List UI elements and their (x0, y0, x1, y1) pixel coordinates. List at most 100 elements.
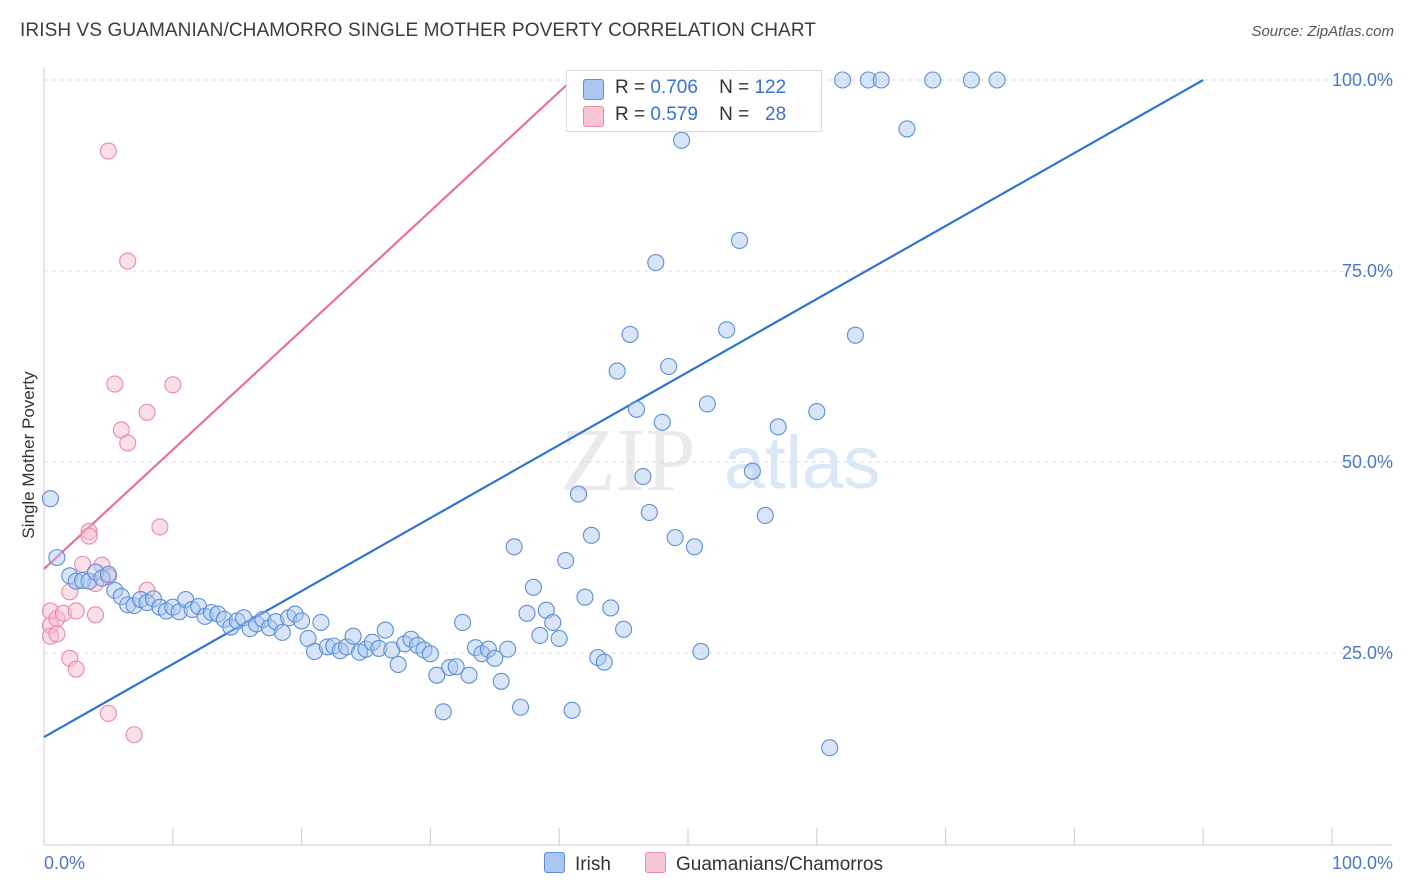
irish-point (640, 503, 658, 521)
irish-point (376, 621, 394, 639)
irish-point (119, 596, 137, 614)
irish-point (557, 552, 575, 570)
guam-point (125, 726, 143, 744)
guam-point (119, 434, 137, 452)
guam-point (164, 376, 182, 394)
irish-point (846, 326, 864, 344)
irish-point (222, 618, 240, 636)
irish-point (305, 642, 324, 661)
irish-point (685, 538, 703, 556)
source-credit: Source: ZipAtlas.com (1251, 23, 1394, 40)
guam-n-value: 28 (765, 104, 787, 125)
irish-legend-swatch (544, 852, 565, 873)
irish-point (924, 71, 942, 89)
irish-point (486, 649, 504, 667)
irish-point (273, 623, 291, 641)
guam-point (86, 606, 105, 624)
irish-point (293, 612, 311, 630)
irish-point (434, 703, 452, 721)
bottom-legend-irish[interactable]: Irish (544, 852, 611, 876)
irish-point (402, 630, 420, 648)
irish-point (524, 578, 542, 596)
guam-point (67, 660, 85, 678)
irish-point (647, 254, 665, 272)
irish-point (666, 529, 684, 547)
guam-point (151, 518, 169, 536)
irish-point (363, 633, 381, 651)
irish-point (615, 620, 633, 638)
tick-labels: 25.0% 50.0% 75.0% 100.0% 0.0% 100.0% (44, 70, 1393, 873)
irish-point (267, 613, 285, 631)
y-tick-label: 50.0% (1342, 452, 1393, 472)
irish-point (447, 658, 465, 676)
irish-point (48, 548, 66, 567)
guam-point (106, 375, 124, 393)
irish-point (344, 627, 362, 645)
irish-point (428, 666, 446, 684)
bottom-legend-guam[interactable]: Guamanians/Chamorros (645, 852, 883, 876)
irish-point (74, 571, 92, 589)
irish-point (718, 321, 736, 339)
irish-point (660, 357, 678, 376)
irish-point (318, 638, 336, 656)
irish-point (756, 506, 774, 525)
irish-point (41, 490, 59, 508)
guam-point (80, 527, 98, 545)
irish-point (834, 71, 852, 89)
irish-swatch (583, 79, 604, 100)
watermark-zip: ZIP (561, 411, 696, 510)
guam-point (61, 649, 79, 667)
guam-point (99, 704, 117, 722)
irish-point (576, 588, 594, 606)
irish-point (872, 71, 890, 89)
irish-point (370, 639, 388, 657)
irish-point (505, 538, 523, 556)
irish-point (99, 565, 117, 583)
irish-point (512, 698, 530, 716)
irish-point (466, 639, 485, 657)
guam-point (54, 604, 72, 622)
irish-legend-label: Irish (575, 854, 611, 875)
irish-point (634, 467, 652, 486)
irish-point (67, 572, 85, 590)
y-tick-label: 75.0% (1342, 261, 1393, 281)
irish-point (479, 640, 497, 658)
irish-point (821, 739, 839, 757)
watermark: ZIP atlas (561, 411, 881, 510)
irish-r-value: 0.706 (650, 77, 698, 98)
irish-point (357, 640, 375, 658)
irish-point (743, 462, 761, 480)
irish-point (608, 362, 626, 380)
irish-point (260, 619, 278, 637)
axes (43, 68, 1392, 846)
irish-point (531, 626, 549, 644)
irish-point (673, 131, 691, 149)
irish-point (769, 418, 787, 436)
irish-point (569, 485, 588, 503)
guam-point (138, 403, 156, 421)
irish-point (988, 71, 1006, 89)
guam-swatch (583, 106, 604, 127)
irish-point (627, 400, 646, 418)
irish-point (441, 658, 459, 677)
guam-r-label: R = (615, 104, 646, 125)
guam-point (48, 625, 66, 643)
stats-legend: R = 0.706 N = 122 R = 0.579 N = 28 (566, 70, 822, 132)
guam-point (99, 142, 117, 160)
irish-n-value: 122 (754, 77, 787, 98)
x-tick-label-min: 0.0% (44, 853, 85, 873)
irish-point (544, 613, 562, 631)
irish-point (582, 526, 600, 544)
irish-point (563, 701, 581, 719)
irish-point (602, 599, 620, 617)
guam-legend-label: Guamanians/Chamorros (676, 854, 883, 875)
irish-point (859, 71, 877, 89)
irish-point (389, 655, 407, 674)
guam-r-value: 0.579 (650, 104, 698, 125)
irish-r-label: R = (615, 77, 646, 98)
gridlines (44, 79, 1392, 654)
watermark-atlas: atlas (724, 421, 880, 504)
irish-trend-line (43, 79, 1204, 738)
irish-point (808, 403, 826, 421)
